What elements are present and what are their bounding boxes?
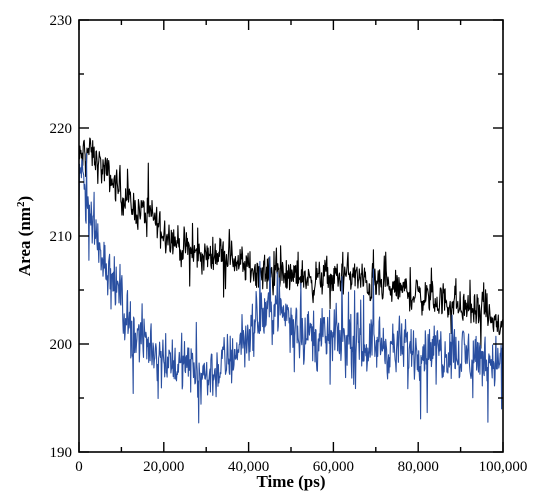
- y-tick-label: 220: [50, 121, 73, 137]
- x-axis-title: Time (ps): [256, 472, 325, 491]
- y-tick-label: 210: [50, 229, 73, 245]
- y-tick-label: 190: [50, 445, 73, 461]
- x-tick-label: 80,000: [398, 459, 439, 475]
- x-tick-label: 100,000: [479, 459, 528, 475]
- y-axis-title: Area (nm2): [15, 196, 34, 276]
- x-tick-label: 60,000: [313, 459, 354, 475]
- x-tick-label: 0: [75, 459, 83, 475]
- series-line-2: [78, 153, 504, 424]
- y-axis-title-sup: 2: [15, 201, 27, 207]
- x-tick-label: 20,000: [143, 459, 184, 475]
- y-tick-label: 230: [50, 13, 73, 29]
- plot-frame: [78, 19, 504, 453]
- series-line-1: [78, 137, 504, 349]
- x-tick-label: 40,000: [228, 459, 269, 475]
- series-layer: [78, 137, 504, 424]
- ticks-layer: 0 20,000 40,000 60,000 80,000 100,000 190 200 21…: [50, 13, 528, 475]
- y-axis-title-close: ): [15, 196, 34, 202]
- y-tick-label: 200: [50, 337, 73, 353]
- y-axis-title-main: Area (nm: [15, 207, 34, 276]
